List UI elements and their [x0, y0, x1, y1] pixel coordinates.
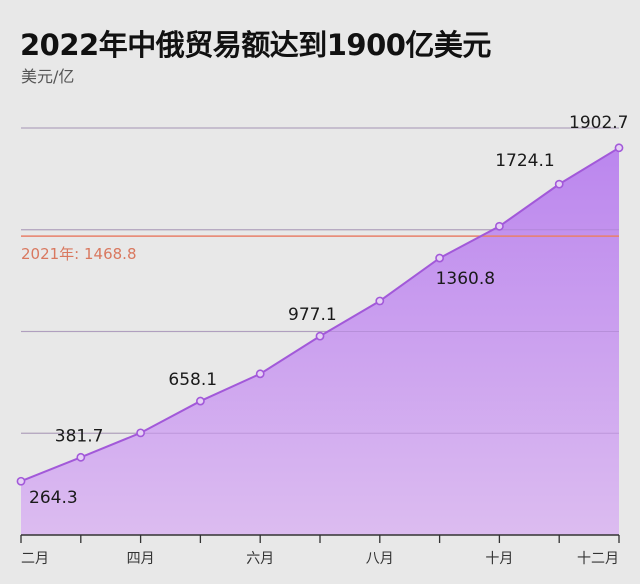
data-label: 1902.7 — [569, 113, 628, 133]
data-point — [16, 476, 26, 486]
data-point — [614, 143, 624, 153]
data-point — [136, 428, 145, 438]
data-point — [315, 331, 325, 341]
reference-label: 2021年: 1468.8 — [21, 245, 136, 263]
x-tick-label: 八月 — [366, 551, 394, 567]
x-tick-label: 六月 — [246, 551, 274, 567]
x-tick-label: 十二月 — [577, 551, 619, 567]
data-label: 977.1 — [288, 305, 337, 325]
data-label: 381.7 — [55, 426, 104, 446]
x-tick-label: 二月 — [21, 551, 49, 567]
data-label: 658.1 — [168, 370, 217, 390]
x-tick-label: 四月 — [127, 551, 155, 567]
area-fill — [21, 147, 619, 536]
data-point — [195, 396, 205, 406]
data-point — [494, 221, 504, 231]
chart-title: 2022年中俄贸易额达到1900亿美元 — [20, 28, 491, 62]
data-label: 264.3 — [29, 488, 78, 508]
data-point — [435, 253, 444, 263]
data-label: 1360.8 — [436, 269, 495, 289]
data-label: 1724.1 — [495, 151, 554, 171]
data-point — [76, 452, 86, 462]
x-tick-label: 十月 — [485, 551, 513, 567]
data-point — [375, 296, 385, 306]
data-point — [554, 179, 564, 189]
y-axis-unit: 美元/亿 — [21, 67, 75, 86]
data-point — [255, 369, 265, 379]
